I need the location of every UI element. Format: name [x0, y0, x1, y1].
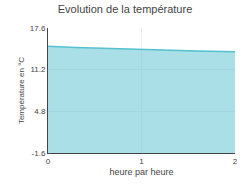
svg-text:2: 2	[233, 157, 238, 166]
svg-text:Température en °C: Température en °C	[17, 57, 26, 124]
svg-text:1: 1	[139, 157, 144, 166]
svg-text:11.2: 11.2	[30, 65, 46, 74]
svg-text:0: 0	[46, 157, 51, 166]
svg-text:4.8: 4.8	[34, 107, 46, 116]
svg-text:-1.6: -1.6	[32, 149, 46, 158]
svg-text:17.6: 17.6	[30, 24, 46, 33]
svg-text:Evolution de la température: Evolution de la température	[58, 3, 193, 15]
svg-text:heure par heure: heure par heure	[109, 167, 173, 177]
